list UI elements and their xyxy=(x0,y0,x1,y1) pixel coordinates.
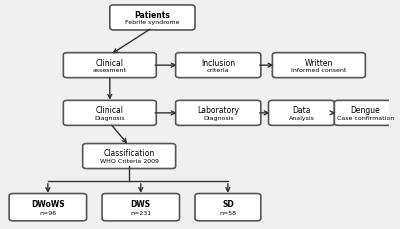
Text: Patients: Patients xyxy=(134,11,170,20)
Text: n=231: n=231 xyxy=(130,210,151,215)
Text: Diagnosis: Diagnosis xyxy=(203,115,234,120)
FancyBboxPatch shape xyxy=(195,194,261,221)
Text: Clinical: Clinical xyxy=(96,106,124,115)
Text: Data: Data xyxy=(292,106,311,115)
FancyBboxPatch shape xyxy=(268,101,334,126)
Text: DWS: DWS xyxy=(131,199,151,208)
Text: n=96: n=96 xyxy=(39,210,56,215)
FancyBboxPatch shape xyxy=(176,101,261,126)
Text: Informed consent: Informed consent xyxy=(291,68,346,73)
FancyBboxPatch shape xyxy=(9,194,86,221)
Text: Clinical: Clinical xyxy=(96,58,124,67)
FancyBboxPatch shape xyxy=(110,6,195,31)
Text: assesment: assesment xyxy=(93,68,127,73)
FancyBboxPatch shape xyxy=(63,101,156,126)
Text: Case confirmation: Case confirmation xyxy=(337,115,394,120)
Text: Inclusion: Inclusion xyxy=(201,58,235,67)
Text: Analysis: Analysis xyxy=(288,115,314,120)
Text: criteria: criteria xyxy=(207,68,230,73)
Text: DWoWS: DWoWS xyxy=(31,199,65,208)
FancyBboxPatch shape xyxy=(272,53,365,78)
FancyBboxPatch shape xyxy=(102,194,180,221)
Text: Classification: Classification xyxy=(104,149,155,158)
Text: Written: Written xyxy=(305,58,333,67)
Text: n=58: n=58 xyxy=(219,210,236,215)
Text: Laboratory: Laboratory xyxy=(197,106,239,115)
Text: Diagnosis: Diagnosis xyxy=(94,115,125,120)
FancyBboxPatch shape xyxy=(176,53,261,78)
Text: Febrile syndrome: Febrile syndrome xyxy=(125,20,180,25)
Text: Dengue: Dengue xyxy=(350,106,380,115)
FancyBboxPatch shape xyxy=(334,101,396,126)
Text: SD: SD xyxy=(222,199,234,208)
FancyBboxPatch shape xyxy=(63,53,156,78)
FancyBboxPatch shape xyxy=(83,144,176,169)
Text: WHO Criteria 2009: WHO Criteria 2009 xyxy=(100,158,159,163)
